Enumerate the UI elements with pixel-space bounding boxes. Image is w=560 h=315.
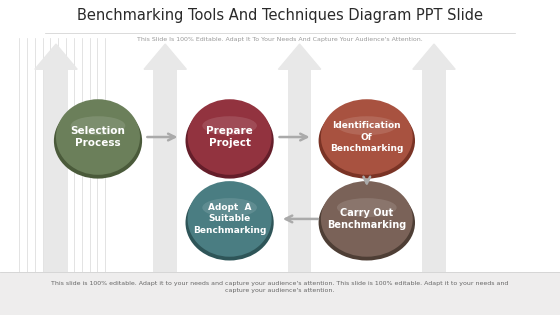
- Polygon shape: [278, 44, 321, 69]
- Ellipse shape: [188, 99, 272, 175]
- Ellipse shape: [185, 185, 274, 261]
- Ellipse shape: [337, 198, 396, 217]
- Text: Carry Out
Benchmarking: Carry Out Benchmarking: [327, 208, 407, 230]
- Ellipse shape: [337, 116, 396, 135]
- Ellipse shape: [321, 99, 413, 175]
- Text: This Slide Is 100% Editable. Adapt It To Your Needs And Capture Your Audience's : This Slide Is 100% Editable. Adapt It To…: [137, 37, 423, 42]
- Bar: [288, 69, 311, 274]
- Ellipse shape: [54, 103, 142, 179]
- Ellipse shape: [321, 181, 413, 257]
- Text: This slide is 100% editable. Adapt it to your needs and capture your audience's : This slide is 100% editable. Adapt it to…: [52, 281, 508, 293]
- Ellipse shape: [319, 103, 415, 179]
- Ellipse shape: [71, 116, 125, 135]
- FancyBboxPatch shape: [0, 272, 560, 315]
- Bar: [44, 69, 68, 274]
- Text: Identification
Of
Benchmarking: Identification Of Benchmarking: [330, 121, 404, 153]
- Bar: [422, 69, 446, 274]
- Polygon shape: [35, 44, 77, 69]
- Text: Adopt  A
Suitable
Benchmarking: Adopt A Suitable Benchmarking: [193, 203, 267, 235]
- Ellipse shape: [202, 198, 257, 217]
- Ellipse shape: [202, 116, 257, 135]
- Ellipse shape: [188, 181, 272, 257]
- Bar: [153, 69, 177, 274]
- Polygon shape: [413, 44, 455, 69]
- Ellipse shape: [319, 185, 415, 261]
- Text: Selection
Process: Selection Process: [71, 126, 125, 148]
- Text: Prepare
Project: Prepare Project: [206, 126, 253, 148]
- Ellipse shape: [56, 99, 140, 175]
- Ellipse shape: [185, 103, 274, 179]
- Polygon shape: [144, 44, 186, 69]
- Text: Benchmarking Tools And Techniques Diagram PPT Slide: Benchmarking Tools And Techniques Diagra…: [77, 8, 483, 23]
